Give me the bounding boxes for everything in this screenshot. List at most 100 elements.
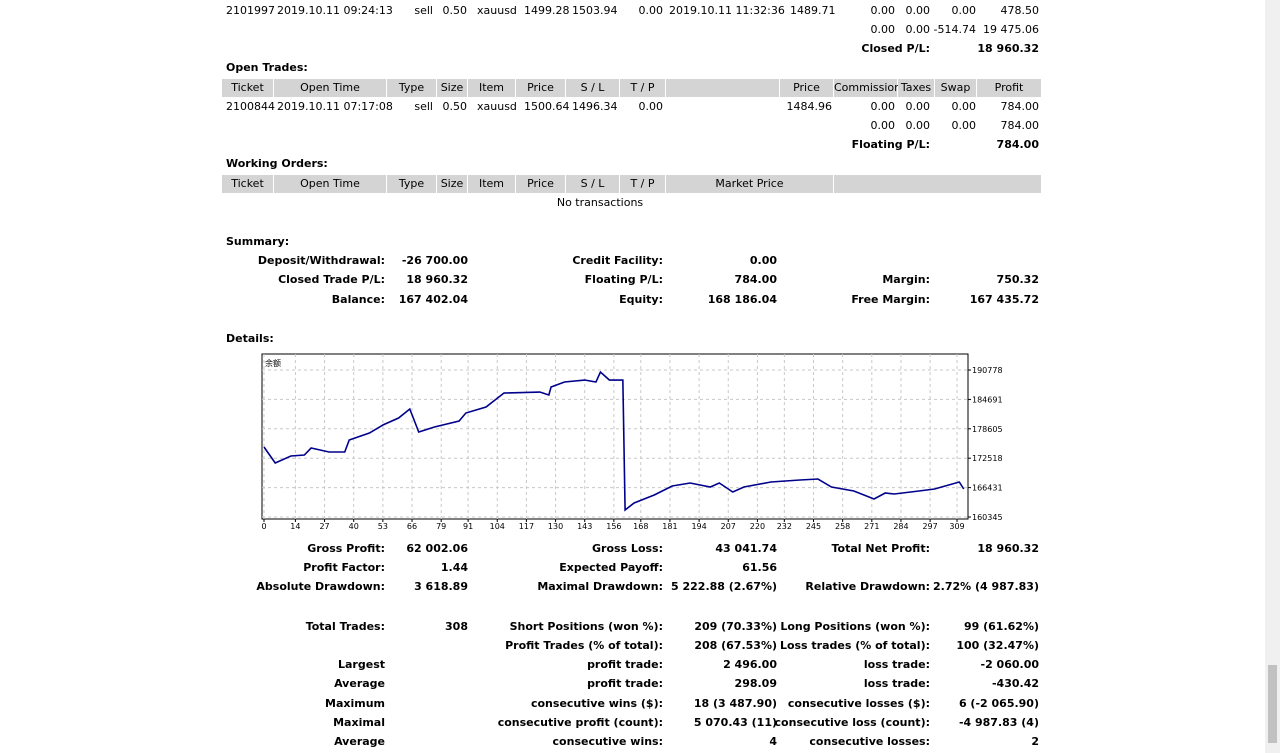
total-label: Closed P/L:	[861, 42, 930, 55]
x-tick-label: 143	[577, 522, 592, 531]
section-title: Summary:	[226, 235, 290, 248]
cell: sell	[414, 100, 433, 113]
cell: 784.00	[1000, 119, 1040, 132]
stat-value: 18 (3 487.90)	[693, 697, 777, 710]
stat-label: consecutive profit (count):	[497, 716, 663, 729]
stat-label: Relative Drawdown:	[805, 580, 930, 593]
stat-value: 168 186.04	[707, 293, 777, 306]
stat-label: Profit Trades (% of total):	[505, 639, 663, 652]
stat-value: -4 987.83 (4)	[958, 716, 1039, 729]
total-value: 18 960.32	[977, 42, 1039, 55]
stat-label: profit trade:	[587, 677, 663, 690]
stat-label: Long Positions (won %):	[780, 620, 930, 633]
stat-value: 209 (70.33%)	[694, 620, 777, 633]
chart-title: 余额	[265, 358, 281, 368]
stat-value: 2.72% (4 987.83)	[933, 580, 1039, 593]
cell: 0.00	[951, 100, 977, 113]
x-tick-label: 232	[777, 522, 792, 531]
y-tick-label: 190778	[972, 366, 1003, 375]
cell: 0.00	[905, 119, 931, 132]
stat-label: Deposit/Withdrawal:	[257, 254, 385, 267]
stat-value: 5 070.43 (11)	[693, 716, 777, 729]
y-tick-label: 178605	[972, 425, 1003, 434]
cell: 1484.96	[786, 100, 833, 113]
header-cell: Open Time	[274, 79, 387, 97]
stat-value: 18 960.32	[977, 542, 1039, 555]
header-cell: Type	[387, 175, 437, 193]
stat-label: consecutive wins:	[552, 735, 663, 748]
header-cell: Item	[468, 175, 516, 193]
cell: 0.00	[638, 100, 664, 113]
stat-label: Equity:	[619, 293, 663, 306]
cell: 2019.10.11 11:32:36	[669, 4, 785, 17]
cell: 0.00	[870, 4, 896, 17]
stat-value: 4	[769, 735, 777, 748]
scroll-thumb[interactable]	[1268, 665, 1277, 743]
stat-label: Total Net Profit:	[831, 542, 931, 555]
header-cell	[666, 79, 780, 97]
stat-label: consecutive wins ($):	[530, 697, 663, 710]
x-tick-label: 207	[721, 522, 736, 531]
stat-value: 43 041.74	[715, 542, 777, 555]
scrollbar[interactable]	[1265, 0, 1280, 753]
cell: 478.50	[1000, 4, 1040, 17]
stat-value: 167 435.72	[969, 293, 1039, 306]
header-cell: Ticket	[222, 79, 274, 97]
stat-label: Absolute Drawdown:	[256, 580, 385, 593]
stat-label: Loss trades (% of total):	[779, 639, 930, 652]
stat-label: Maximum	[325, 697, 385, 710]
stat-label: consecutive losses:	[809, 735, 930, 748]
x-tick-label: 117	[519, 522, 534, 531]
x-tick-label: 104	[490, 522, 505, 531]
stat-value: 3 618.89	[414, 580, 468, 593]
stat-label: Average	[334, 735, 385, 748]
stat-label: Largest	[338, 658, 385, 671]
x-tick-label: 168	[633, 522, 648, 531]
x-tick-label: 40	[349, 522, 359, 531]
stat-value: 1.44	[440, 561, 468, 574]
stat-label: consecutive losses ($):	[787, 697, 930, 710]
x-tick-label: 194	[691, 522, 706, 531]
x-tick-label: 271	[864, 522, 879, 531]
x-tick-label: 156	[606, 522, 621, 531]
header-cell: S / L	[566, 175, 620, 193]
x-tick-label: 258	[835, 522, 850, 531]
cell: 0.50	[442, 100, 468, 113]
x-tick-label: 79	[436, 522, 446, 531]
stat-value: 2 496.00	[723, 658, 777, 671]
stat-value: 750.32	[996, 273, 1039, 286]
cell: 0.00	[905, 23, 931, 36]
balance-line	[263, 370, 965, 512]
x-tick-label: 53	[378, 522, 388, 531]
stat-value: 5 222.88 (2.67%)	[671, 580, 777, 593]
cell: 0.00	[870, 23, 896, 36]
stat-value: 308	[445, 620, 468, 633]
x-tick-label: 66	[407, 522, 417, 531]
cell: 0.00	[870, 100, 896, 113]
stat-label: Gross Loss:	[592, 542, 663, 555]
stat-value: 0.00	[749, 254, 777, 267]
stat-label: Short Positions (won %):	[509, 620, 663, 633]
cell: 0.00	[638, 4, 664, 17]
header-cell: Open Time	[274, 175, 387, 193]
cell: 1496.34	[572, 100, 618, 113]
cell: 19 475.06	[983, 23, 1039, 36]
header-cell: Ticket	[222, 175, 274, 193]
stat-label: Closed Trade P/L:	[278, 273, 385, 286]
stat-label: loss trade:	[863, 658, 930, 671]
header-cell: Type	[387, 79, 437, 97]
x-tick-label: 181	[662, 522, 677, 531]
stat-label: Maximal	[333, 716, 385, 729]
cell: xauusd	[477, 4, 517, 17]
total-label: Floating P/L:	[851, 138, 930, 151]
total-value: 784.00	[996, 138, 1039, 151]
cell: 1499.28	[524, 4, 570, 17]
header-cell: Size	[437, 175, 468, 193]
stat-label: Free Margin:	[851, 293, 930, 306]
cell: 0.50	[442, 4, 468, 17]
stat-value: 99 (61.62%)	[963, 620, 1039, 633]
stat-value: 61.56	[742, 561, 777, 574]
cell: 0.00	[905, 100, 931, 113]
cell: -514.74	[933, 23, 976, 36]
